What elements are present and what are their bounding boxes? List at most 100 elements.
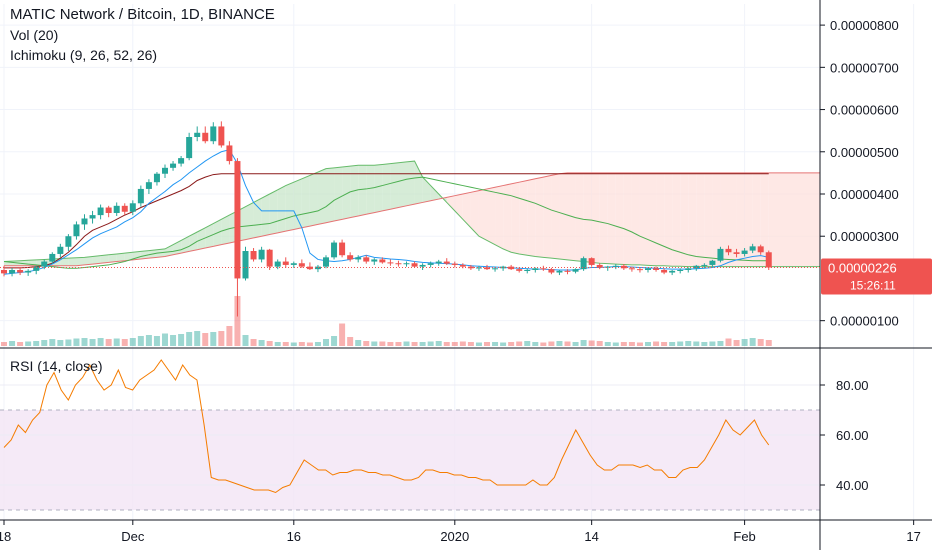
candle-body-94 bbox=[757, 246, 764, 253]
base-line bbox=[4, 173, 769, 269]
cloud-segment-10 bbox=[84, 256, 93, 265]
cloud-segment-7 bbox=[60, 258, 69, 266]
volume-bar-19 bbox=[153, 336, 160, 346]
volume-bar-17 bbox=[137, 336, 144, 346]
cloud-segment-75 bbox=[607, 172, 616, 265]
volume-bar-74 bbox=[596, 341, 603, 346]
candle-body-16 bbox=[129, 203, 136, 212]
candle-body-63 bbox=[508, 266, 515, 270]
cloud-segment-52 bbox=[422, 177, 431, 203]
time-tick-label-3: 2020 bbox=[440, 529, 469, 544]
volume-bar-38 bbox=[306, 342, 313, 346]
candle-body-51 bbox=[411, 263, 418, 267]
volume-bar-36 bbox=[290, 342, 297, 346]
candle-body-13 bbox=[105, 207, 112, 213]
cloud-segment-76 bbox=[615, 172, 624, 265]
volume-bar-10 bbox=[81, 338, 88, 346]
volume-bar-79 bbox=[636, 342, 643, 346]
cloud-segment-55 bbox=[446, 195, 455, 211]
candle-body-24 bbox=[194, 132, 201, 137]
candle-body-67 bbox=[540, 268, 547, 270]
volume-bar-43 bbox=[347, 337, 354, 346]
volume-bar-2 bbox=[17, 342, 24, 346]
volume-bar-34 bbox=[274, 342, 281, 346]
volume-bar-41 bbox=[331, 336, 338, 346]
volume-bar-90 bbox=[725, 338, 732, 346]
volume-bar-12 bbox=[97, 338, 104, 346]
cloud-segment-46 bbox=[374, 164, 383, 213]
candle-body-10 bbox=[81, 218, 88, 225]
candle-body-93 bbox=[749, 246, 756, 251]
cloud-segment-67 bbox=[543, 175, 552, 259]
volume-bar-7 bbox=[57, 340, 64, 346]
cloud-segment-33 bbox=[269, 189, 278, 235]
conversion-line bbox=[3, 149, 769, 275]
cloud-segment-38 bbox=[309, 172, 318, 227]
volume-bar-18 bbox=[145, 335, 152, 346]
candle-body-52 bbox=[419, 264, 426, 267]
cloud-segment-85 bbox=[688, 172, 697, 267]
chart-title: MATIC Network / Bitcoin, 1D, BINANCE bbox=[10, 6, 275, 23]
volume-bar-8 bbox=[65, 339, 72, 346]
volume-bar-29 bbox=[234, 296, 241, 346]
time-tick-label-6: 17 bbox=[906, 529, 920, 544]
candle-body-39 bbox=[314, 266, 321, 270]
volume-bar-57 bbox=[459, 341, 466, 346]
cloud-segment-80 bbox=[648, 172, 657, 266]
leading-span-a bbox=[3, 160, 769, 268]
cloud-segment-34 bbox=[277, 185, 286, 233]
volume-bar-42 bbox=[339, 323, 346, 346]
volume-bar-56 bbox=[451, 342, 458, 346]
volume-bar-28 bbox=[226, 326, 233, 346]
price-tick-label-3: 0.00000500 bbox=[830, 145, 899, 160]
volume-bar-81 bbox=[653, 341, 660, 346]
cloud-segment-89 bbox=[720, 172, 729, 267]
cloud-segment-57 bbox=[462, 192, 471, 228]
volume-bar-72 bbox=[580, 340, 587, 346]
volume-bar-55 bbox=[443, 342, 450, 346]
volume-bar-51 bbox=[411, 342, 418, 346]
candle-body-14 bbox=[113, 205, 120, 213]
volume-bar-84 bbox=[677, 341, 684, 346]
cloud-segment-90 bbox=[728, 172, 737, 267]
candlestick-series[interactable] bbox=[1, 121, 772, 317]
volume-bar-59 bbox=[475, 342, 482, 346]
candle-body-46 bbox=[371, 259, 378, 262]
candle-body-75 bbox=[604, 266, 611, 268]
candle-body-22 bbox=[178, 158, 185, 164]
candle-body-76 bbox=[612, 265, 619, 267]
rsi-tick-label-2: 40.00 bbox=[836, 478, 869, 493]
cloud-segment-53 bbox=[430, 185, 439, 201]
volume-bar-91 bbox=[733, 340, 740, 346]
candle-body-42 bbox=[339, 242, 346, 256]
candle-body-12 bbox=[97, 207, 104, 216]
candle-body-1 bbox=[9, 270, 16, 274]
candle-body-20 bbox=[162, 167, 168, 174]
candle-body-91 bbox=[733, 252, 740, 254]
candle-body-31 bbox=[250, 251, 257, 260]
volume-bar-68 bbox=[548, 341, 555, 346]
candle-body-9 bbox=[73, 224, 80, 237]
time-tick-label-5: Feb bbox=[733, 529, 755, 544]
rsi-line bbox=[3, 359, 770, 494]
volume-bar-22 bbox=[178, 334, 185, 346]
candle-body-44 bbox=[355, 257, 362, 260]
cloud-segment-78 bbox=[631, 172, 640, 265]
cloud-segment-36 bbox=[293, 178, 302, 230]
cloud-segment-32 bbox=[261, 194, 270, 237]
cloud-segment-81 bbox=[656, 172, 665, 266]
candle-body-33 bbox=[266, 249, 273, 267]
candle-body-71 bbox=[572, 269, 579, 272]
volume-bar-60 bbox=[484, 342, 490, 346]
cloud-segment-91 bbox=[736, 172, 745, 267]
candle-body-40 bbox=[323, 257, 329, 267]
cloud-segment-69 bbox=[559, 172, 568, 260]
cloud-segment-51 bbox=[414, 161, 423, 205]
cloud-segment-63 bbox=[511, 182, 520, 254]
candle-body-15 bbox=[121, 205, 128, 212]
candle-body-90 bbox=[725, 248, 732, 253]
cloud-segment-73 bbox=[591, 172, 600, 264]
volume-bar-54 bbox=[435, 341, 442, 346]
volume-bar-78 bbox=[628, 342, 635, 346]
